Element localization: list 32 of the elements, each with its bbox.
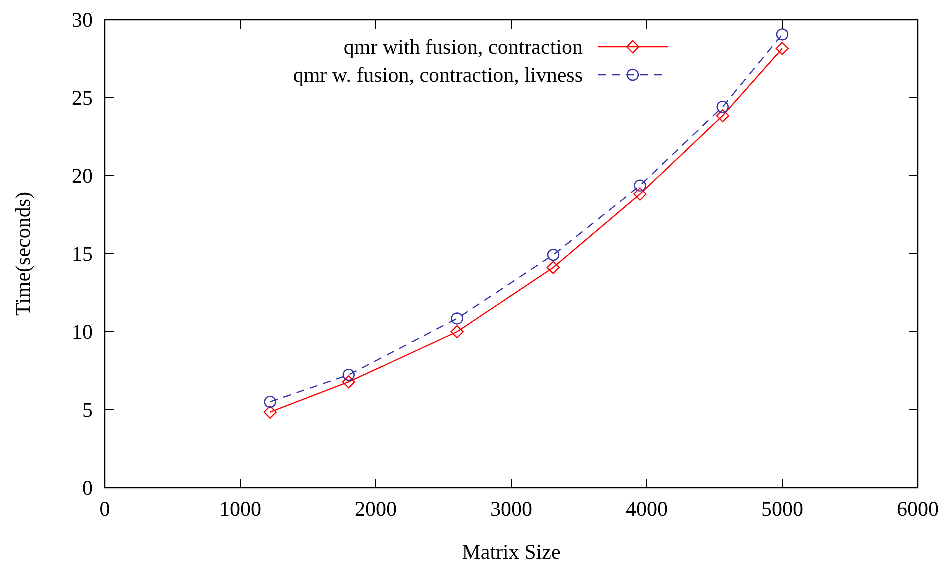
point (264, 396, 276, 408)
y-tick-label: 15 (72, 242, 93, 266)
point (451, 312, 464, 325)
y-tick-label: 25 (72, 86, 93, 110)
x-tick-label: 3000 (490, 497, 532, 521)
x-axis-title: Matrix Size (462, 540, 561, 564)
point (716, 100, 729, 114)
x-tick-label: 4000 (626, 497, 668, 521)
point (342, 375, 356, 389)
y-tick-label: 20 (72, 164, 93, 188)
point (776, 28, 789, 41)
y-tick-label: 0 (82, 476, 93, 500)
point (716, 109, 730, 123)
x-tick-label: 6000 (897, 497, 939, 521)
point (342, 368, 355, 382)
x-tick-label: 0 (100, 497, 110, 521)
point (634, 188, 647, 201)
y-axis-title: Time(seconds) (11, 192, 35, 316)
x-tick-label: 2000 (355, 497, 397, 521)
point (264, 406, 277, 419)
y-tick-label: 10 (72, 320, 93, 344)
y-tick-label: 30 (72, 8, 93, 32)
x-tick-label: 5000 (762, 497, 804, 521)
point (450, 325, 464, 339)
y-tick-label: 5 (82, 398, 93, 422)
point (546, 261, 560, 274)
point (547, 248, 560, 262)
point (634, 180, 646, 192)
legend-label: qmr w. fusion, contraction, livness (293, 63, 583, 87)
x-tick-label: 1000 (220, 497, 262, 521)
point (776, 42, 790, 56)
legend-label: qmr with fusion, contraction (344, 35, 584, 59)
